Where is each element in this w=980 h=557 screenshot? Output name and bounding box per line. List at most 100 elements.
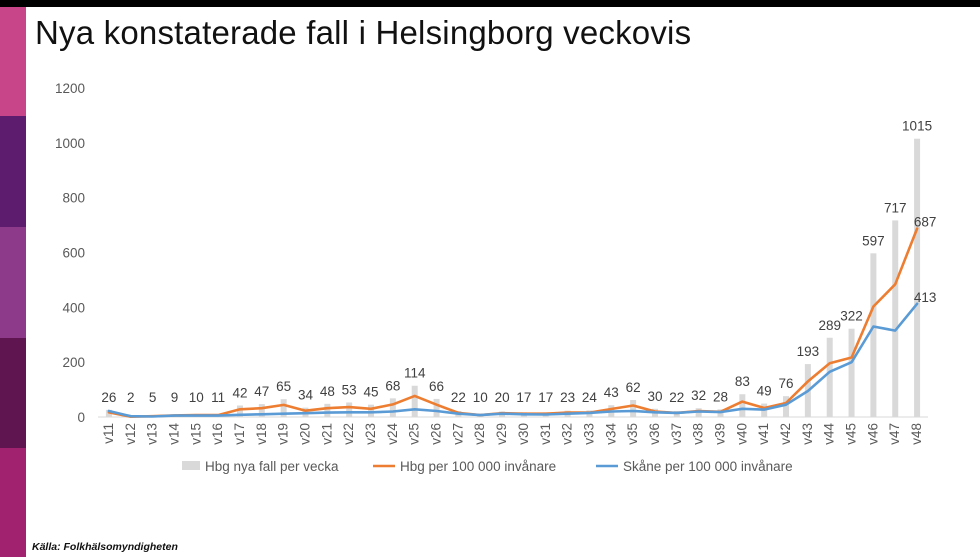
bar [914,138,921,418]
x-tick-label: v19 [276,423,291,445]
accent-stripe-2 [0,116,26,227]
bar [411,385,418,417]
bar-data-label: 26 [101,390,116,405]
bar-data-label: 322 [840,309,863,324]
bar [389,398,396,417]
bar-data-label: 47 [254,384,269,399]
legend-swatch [182,461,200,470]
bar-data-label: 66 [429,379,444,394]
x-tick-label: v22 [341,423,356,445]
x-tick-label: v30 [516,423,531,445]
bar [826,337,833,417]
bar [433,398,440,417]
bar-data-label: 32 [691,388,706,403]
x-tick-label: v35 [625,423,640,445]
bar-data-label: 1015 [902,119,932,134]
x-tick-label: v32 [560,423,575,445]
slide-title: Nya konstaterade fall i Helsingborg veck… [35,14,692,51]
line-end-label: 687 [914,215,937,230]
accent-stripe-4 [0,338,26,448]
bar-data-label: 114 [404,366,426,381]
bar-data-label: 10 [473,390,488,405]
x-tick-label: v47 [887,423,902,445]
bar-data-label: 11 [211,390,225,405]
legend-label: Skåne per 100 000 invånare [623,459,793,474]
bar-data-label: 65 [276,379,291,394]
bar-data-label: 76 [779,376,794,391]
x-tick-label: v14 [166,423,181,445]
x-tick-label: v21 [319,423,334,445]
y-tick-label: 400 [62,300,85,315]
x-tick-label: v39 [713,423,728,445]
bar [346,402,353,417]
bar-data-label: 49 [757,384,772,399]
series-line [107,302,919,418]
bar-data-label: 17 [538,390,553,405]
x-tick-label: v27 [450,423,465,445]
source-note: Källa: Folkhälsomyndigheten [32,541,178,553]
bar [783,396,790,417]
x-tick-label: v28 [472,423,487,445]
bar-data-label: 17 [516,390,531,405]
bar-data-label: 30 [647,389,662,404]
x-tick-label: v24 [385,423,400,445]
bar-data-label: 22 [451,390,466,405]
x-tick-label: v43 [800,423,815,445]
x-tick-label: v13 [145,423,160,445]
bar [870,253,877,417]
line-end-label: 413 [914,290,937,305]
bar [324,403,331,417]
y-tick-label: 0 [77,410,85,425]
x-tick-label: v12 [123,423,138,445]
x-tick-label: v11 [101,423,116,444]
bar-data-label: 5 [149,390,157,405]
y-tick-label: 1200 [55,81,85,96]
x-tick-label: v34 [603,423,618,445]
x-tick-label: v38 [691,423,706,445]
x-tick-label: v46 [865,423,880,445]
bar [368,404,375,417]
bar-data-label: 34 [298,388,314,403]
bar-data-label: 45 [364,385,379,400]
x-tick-label: v40 [734,423,749,445]
y-tick-label: 800 [62,191,85,206]
bar-data-label: 9 [171,390,179,405]
x-tick-label: v45 [844,423,859,445]
x-tick-label: v20 [298,423,313,445]
bar-data-label: 10 [189,390,204,405]
bar-data-label: 2 [127,390,135,405]
accent-stripe-1 [0,7,26,116]
bar-data-label: 597 [862,233,885,248]
bar [848,328,855,417]
x-tick-label: v48 [909,423,924,445]
bar-data-label: 22 [669,390,684,405]
bar-data-label: 43 [604,385,619,400]
bar [236,405,243,417]
x-tick-label: v25 [407,423,422,445]
bar-data-label: 20 [495,390,510,405]
x-tick-label: v23 [363,423,378,445]
x-tick-label: v37 [669,423,684,445]
x-tick-label: v36 [647,423,662,445]
bar-data-label: 62 [626,380,641,395]
y-tick-label: 600 [62,246,85,261]
x-tick-label: v29 [494,423,509,445]
bar-data-label: 717 [884,200,907,215]
bar-data-label: 289 [818,318,841,333]
top-bar [0,0,980,7]
bar [630,400,637,417]
bar-data-label: 48 [320,384,335,399]
bar-data-label: 28 [713,389,728,404]
legend-label: Hbg nya fall per vecka [205,459,339,474]
bar-data-label: 23 [560,390,575,405]
x-tick-label: v41 [756,423,771,445]
accent-stripe-3 [0,227,26,338]
bar-data-label: 42 [232,385,247,400]
bar-data-label: 193 [797,344,820,359]
x-tick-label: v26 [429,423,444,445]
x-tick-label: v31 [538,423,553,445]
accent-stripe-5 [0,448,26,557]
bar-data-label: 68 [385,378,400,393]
x-tick-label: v33 [581,423,596,445]
